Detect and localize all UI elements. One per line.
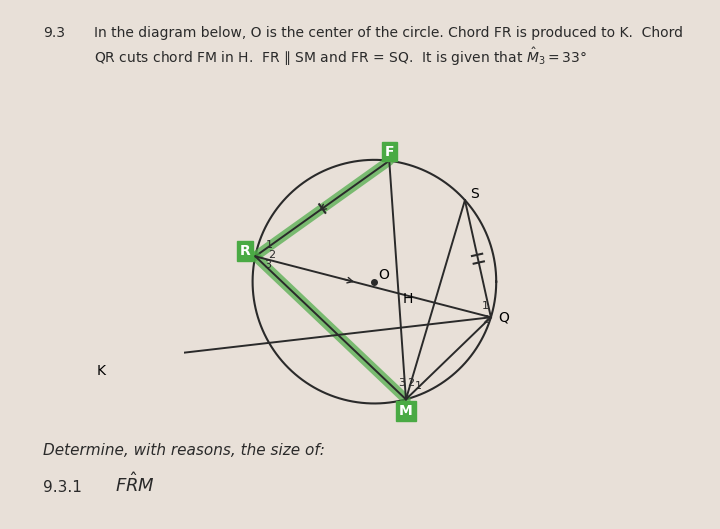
Text: H: H xyxy=(402,291,413,306)
Text: O: O xyxy=(378,268,389,282)
Text: 2: 2 xyxy=(269,250,276,260)
Text: 3: 3 xyxy=(264,260,271,270)
Text: 1: 1 xyxy=(482,302,489,312)
Text: 2: 2 xyxy=(408,378,415,388)
Text: In the diagram below, O is the center of the circle. Chord FR is produced to K. : In the diagram below, O is the center of… xyxy=(94,26,683,40)
Text: R: R xyxy=(240,244,250,258)
Text: 3: 3 xyxy=(398,378,405,388)
Text: K: K xyxy=(96,363,106,378)
Text: 1: 1 xyxy=(415,381,422,391)
Text: S: S xyxy=(469,187,479,200)
Text: Q: Q xyxy=(498,311,510,324)
Text: F: F xyxy=(384,144,394,159)
Text: 9.3: 9.3 xyxy=(43,26,66,40)
Text: 1: 1 xyxy=(266,241,273,250)
Text: QR cuts chord FM in H.  FR ∥ SM and FR = SQ.  It is given that $\hat{M}_3 = 33°$: QR cuts chord FM in H. FR ∥ SM and FR = … xyxy=(94,46,587,68)
Text: $F\hat{R}M$: $F\hat{R}M$ xyxy=(115,472,155,496)
Text: M: M xyxy=(399,404,413,418)
Text: 9.3.1: 9.3.1 xyxy=(43,480,82,495)
Text: 2: 2 xyxy=(482,315,489,324)
Text: Determine, with reasons, the size of:: Determine, with reasons, the size of: xyxy=(43,443,325,458)
